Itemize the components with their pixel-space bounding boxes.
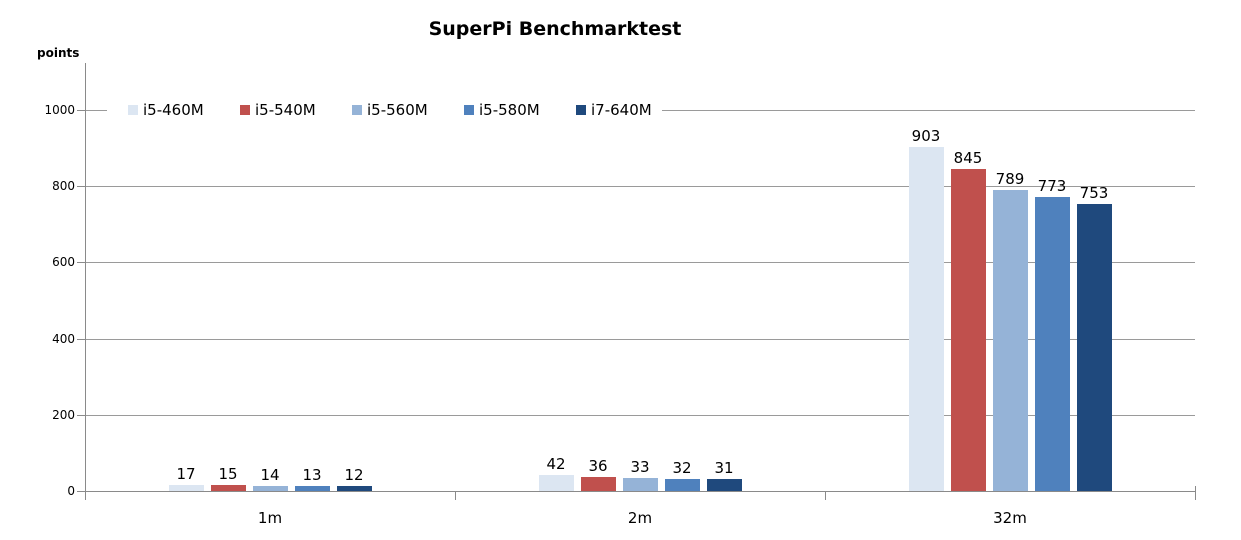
value-label-i5-580M-2m: 32	[672, 458, 692, 477]
bar-i5-560M-32m	[992, 190, 1028, 491]
bar-i5-580M-1m	[294, 486, 330, 491]
y-tick-label-200: 200	[52, 408, 75, 422]
value-label-i5-460M-2m: 42	[546, 455, 566, 473]
y-tick-label-400: 400	[52, 332, 75, 346]
legend-label: i5-540M	[255, 101, 316, 119]
legend-swatch-icon	[464, 105, 474, 115]
legend-item-i7-640M: i7-640M	[576, 101, 655, 119]
gridline-600	[85, 262, 1195, 263]
bar-i5-580M-2m	[664, 478, 700, 491]
bar-i5-460M-1m	[168, 484, 204, 491]
y-tick-800	[77, 186, 85, 187]
value-label-i5-560M-32m: 789	[995, 170, 1025, 189]
x-tick-0	[85, 492, 86, 500]
y-tick-label-0: 0	[67, 484, 75, 498]
value-label-i5-560M-2m: 33	[630, 458, 650, 477]
bar-i5-460M-2m	[538, 475, 574, 491]
y-axis-line	[85, 63, 86, 491]
legend-label: i7-640M	[591, 101, 652, 119]
bar-i5-540M-2m	[580, 477, 616, 491]
legend-item-i5-560M: i5-560M	[352, 101, 431, 119]
y-tick-600	[77, 262, 85, 263]
gridline-200	[85, 415, 1195, 416]
y-tick-1000	[77, 110, 85, 111]
value-label-i5-580M-1m: 13	[302, 466, 322, 484]
legend: i5-460M i5-540M i5-560M i5-580M i7-640M	[107, 96, 662, 124]
y-tick-400	[77, 339, 85, 340]
bar-i7-640M-32m	[1076, 204, 1112, 491]
bar-i7-640M-1m	[336, 486, 372, 491]
legend-swatch-icon	[128, 105, 138, 115]
y-tick-200	[77, 415, 85, 416]
category-label-2m: 2m	[627, 509, 653, 527]
chart-title: SuperPi Benchmarktest	[428, 18, 682, 40]
value-label-i7-640M-1m: 12	[344, 466, 364, 485]
legend-item-i5-460M: i5-460M	[128, 101, 207, 119]
legend-label: i5-580M	[479, 101, 540, 119]
legend-swatch-icon	[352, 105, 362, 115]
x-tick-1	[455, 492, 456, 500]
value-label-i5-540M-1m: 15	[218, 465, 238, 484]
bar-i7-640M-2m	[706, 479, 742, 491]
value-label-i5-540M-32m: 845	[953, 149, 983, 168]
value-label-i5-560M-1m: 14	[260, 465, 280, 484]
x-axis-line	[85, 491, 1196, 492]
category-label-1m: 1m	[257, 509, 283, 527]
category-label-32m: 32m	[993, 509, 1027, 527]
y-tick-label-600: 600	[52, 255, 75, 269]
legend-swatch-icon	[576, 105, 586, 115]
y-tick-label-800: 800	[52, 179, 75, 193]
bar-i5-560M-1m	[252, 485, 288, 491]
legend-swatch-icon	[240, 105, 250, 115]
gridline-400	[85, 339, 1195, 340]
bar-i5-540M-32m	[950, 169, 986, 491]
bar-i5-560M-2m	[622, 478, 658, 491]
legend-item-i5-540M: i5-540M	[240, 101, 319, 119]
value-label-i5-540M-2m: 36	[588, 457, 608, 476]
legend-item-i5-580M: i5-580M	[464, 101, 543, 119]
gridline-800	[85, 186, 1195, 187]
y-tick-label-1000: 1000	[44, 103, 75, 117]
value-label-i5-580M-32m: 773	[1037, 176, 1067, 195]
value-label-i7-640M-2m: 31	[714, 459, 734, 478]
legend-label: i5-460M	[143, 101, 204, 119]
y-tick-0	[77, 491, 85, 492]
legend-label: i5-560M	[367, 101, 428, 119]
value-label-i5-460M-32m: 903	[911, 127, 941, 145]
value-label-i5-460M-1m: 17	[176, 464, 196, 483]
bar-i5-540M-1m	[210, 485, 246, 491]
x-tick-end	[1195, 486, 1196, 500]
x-tick-2	[825, 492, 826, 500]
bar-i5-460M-32m	[908, 147, 944, 491]
value-label-i7-640M-32m: 753	[1079, 184, 1109, 203]
bar-i5-580M-32m	[1034, 196, 1070, 491]
y-axis-title: points	[37, 46, 80, 60]
